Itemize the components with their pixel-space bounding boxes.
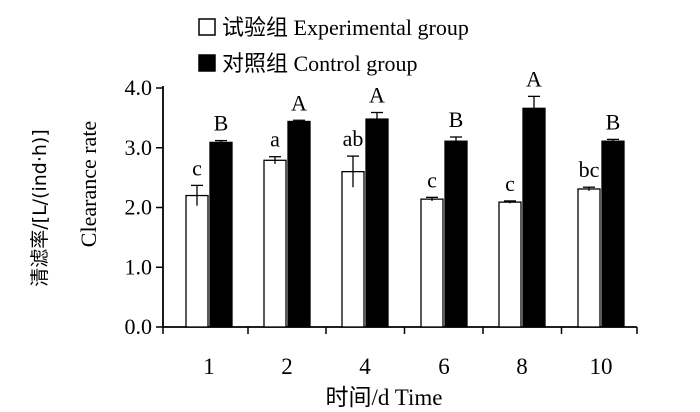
x-axis-label: 时间/d Time	[326, 385, 443, 410]
control-significance-letter: B	[214, 111, 229, 136]
axes: 0.0 1.0 2.0 3.0 4.0 1 2 4 6 8 10	[125, 75, 638, 379]
experimental-significance-letter: a	[270, 127, 280, 152]
legend-swatch-experimental	[198, 18, 216, 36]
x-tick-label: 2	[281, 354, 293, 379]
control-significance-letter: A	[369, 82, 385, 107]
legend: 试验组 Experimental group 对照组 Control group	[198, 15, 469, 76]
experimental-significance-letter: bc	[579, 157, 600, 182]
control-bar	[601, 140, 625, 328]
legend-label-experimental: 试验组 Experimental group	[222, 15, 469, 40]
y-tick-label: 2.0	[125, 195, 153, 220]
experimental-bar	[263, 159, 287, 328]
experimental-bar	[185, 194, 209, 328]
x-tick-label: 1	[203, 354, 215, 379]
experimental-bar	[577, 188, 601, 328]
y-axis-label-cn: 清滤率/[L/(ind·h)]	[29, 129, 51, 287]
control-bar	[444, 140, 468, 328]
control-significance-letter: B	[449, 107, 464, 132]
x-tick-label: 10	[590, 354, 613, 379]
x-tick-label: 4	[359, 354, 371, 379]
y-tick-label: 4.0	[125, 75, 153, 100]
control-bar	[209, 141, 233, 328]
legend-label-control: 对照组 Control group	[222, 51, 418, 76]
experimental-significance-letter: c	[427, 167, 437, 192]
y-axis-label-en: Clearance rate	[76, 121, 101, 247]
control-significance-letter: B	[606, 109, 621, 134]
y-tick-label: 1.0	[125, 254, 153, 279]
experimental-bar	[498, 201, 522, 328]
control-bar	[287, 120, 311, 328]
control-bar	[365, 118, 389, 328]
y-tick-label: 3.0	[125, 135, 153, 160]
x-tick-label: 6	[438, 354, 450, 379]
legend-swatch-control	[198, 54, 216, 72]
control-bar	[522, 107, 546, 328]
bars	[185, 95, 625, 328]
experimental-bar	[341, 170, 365, 328]
experimental-significance-letter: c	[505, 171, 515, 196]
control-significance-letter: A	[291, 90, 307, 115]
experimental-bar	[420, 198, 444, 328]
x-tick-label: 8	[516, 354, 528, 379]
y-tick-label: 0.0	[125, 314, 153, 339]
control-significance-letter: A	[526, 66, 542, 91]
experimental-significance-letter: ab	[343, 126, 364, 151]
experimental-significance-letter: c	[192, 155, 202, 180]
